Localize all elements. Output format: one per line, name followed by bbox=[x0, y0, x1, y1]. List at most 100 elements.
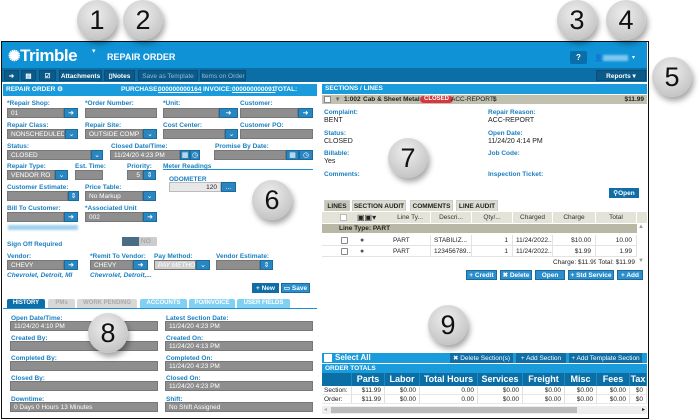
calendar-icon[interactable]: ▦ bbox=[180, 150, 190, 160]
price-table-select[interactable]: No Markup bbox=[85, 191, 143, 201]
clock-icon[interactable]: ◷ bbox=[190, 150, 200, 160]
section-checkbox[interactable] bbox=[324, 96, 331, 103]
std-service-button[interactable]: + Std Service bbox=[568, 270, 614, 280]
stepper-icon[interactable]: ⇕ bbox=[260, 260, 273, 270]
delete-sections-button[interactable]: ✖ Delete Section(s) bbox=[450, 353, 513, 363]
calendar-icon[interactable]: ▦ bbox=[286, 150, 299, 160]
items-on-order-button[interactable]: Items on Order bbox=[200, 70, 246, 81]
tab-lines[interactable]: LINES bbox=[324, 200, 350, 211]
add-line-button[interactable]: + Add bbox=[617, 270, 643, 280]
row-checkbox[interactable] bbox=[341, 248, 348, 255]
promise-date-input[interactable] bbox=[214, 150, 286, 160]
open-section-button[interactable]: ⚲Open bbox=[609, 188, 639, 198]
table-row[interactable] bbox=[322, 235, 637, 246]
new-button[interactable]: + New bbox=[252, 283, 279, 293]
tab-pms[interactable]: PMs bbox=[48, 299, 75, 308]
odometer-input[interactable]: 120 bbox=[169, 182, 221, 192]
chevron-down-icon[interactable]: ⌄ bbox=[225, 129, 238, 139]
save-as-template-button[interactable]: Save as Template bbox=[138, 70, 198, 81]
clock-icon[interactable]: ◷ bbox=[299, 150, 313, 160]
column-header[interactable]: Total bbox=[596, 212, 637, 223]
remit-vendor-input[interactable]: CHEVY bbox=[90, 260, 133, 270]
back-icon[interactable]: ➜ bbox=[4, 70, 19, 81]
cost-center-select[interactable] bbox=[163, 129, 225, 139]
open-line-button[interactable]: Open bbox=[535, 270, 565, 280]
column-header[interactable]: Charge bbox=[553, 212, 596, 223]
add-section-button[interactable]: + Add Section bbox=[516, 353, 566, 363]
horizontal-scrollbar[interactable]: ▸ ◂ bbox=[322, 406, 647, 414]
tab-comments[interactable]: COMMENTS bbox=[410, 200, 453, 211]
scroll-down-icon[interactable]: ▼ bbox=[638, 258, 644, 264]
customer-po-input[interactable] bbox=[240, 129, 313, 139]
vendor-lookup-icon[interactable]: ➜ bbox=[64, 260, 78, 270]
unit-input[interactable] bbox=[163, 108, 219, 118]
order-number-input[interactable] bbox=[85, 108, 157, 118]
chevron-down-icon[interactable]: ⌄ bbox=[65, 129, 78, 139]
unit-lookup-icon[interactable]: ➜ bbox=[219, 108, 238, 118]
repair-site-select[interactable]: OUTSIDE COMP bbox=[85, 129, 143, 139]
customer-estimate-select[interactable] bbox=[7, 191, 68, 201]
chevron-down-icon[interactable]: ⌄ bbox=[196, 260, 210, 270]
print-icon[interactable]: ▤ bbox=[21, 70, 36, 81]
chevron-down-icon[interactable]: ⌄ bbox=[55, 170, 68, 180]
column-header[interactable]: Line Ty... bbox=[390, 212, 431, 223]
chevron-down-icon[interactable]: ⌄ bbox=[143, 191, 156, 201]
section-row[interactable]: ▾ 1:002 Cab & Sheet Metal CLOSED ACC-REP… bbox=[322, 95, 647, 104]
user-menu-caret-icon[interactable]: ▾ bbox=[632, 55, 636, 61]
vendor-estimate-select[interactable] bbox=[216, 260, 260, 270]
status-select[interactable]: CLOSED bbox=[7, 150, 91, 160]
tab-history[interactable]: HISTORY bbox=[7, 299, 45, 308]
customer-lookup-icon[interactable]: ➜ bbox=[298, 108, 313, 118]
scrollbar-thumb[interactable] bbox=[331, 407, 577, 413]
invoice-link[interactable]: 000000000091 bbox=[232, 86, 276, 93]
pay-method-select[interactable]: PAY METHOD bbox=[154, 260, 196, 270]
tab-section-audit[interactable]: SECTION AUDIT bbox=[352, 200, 406, 211]
stepper-icon[interactable]: ⇕ bbox=[68, 191, 79, 201]
credit-button[interactable]: + Credit bbox=[466, 270, 497, 280]
sign-off-toggle[interactable]: NO bbox=[122, 237, 157, 246]
closed-date-input[interactable]: 11/24/20 4:23 PM bbox=[110, 150, 180, 160]
bill-to-lookup-icon[interactable]: ➜ bbox=[64, 212, 78, 222]
odometer-more-button[interactable]: ... bbox=[221, 182, 236, 192]
vendor-input[interactable]: CHEVY bbox=[7, 260, 64, 270]
chevron-down-icon[interactable]: ⌄ bbox=[91, 150, 103, 160]
repair-type-select[interactable]: VENDOR RO bbox=[7, 170, 55, 180]
chevron-down-icon[interactable]: ⌄ bbox=[143, 129, 157, 139]
tab-accounts[interactable]: ACCOUNTS bbox=[140, 299, 187, 308]
scroll-left-icon[interactable]: ◂ bbox=[324, 407, 328, 413]
select-all-checkbox[interactable] bbox=[324, 354, 332, 362]
repair-shop-input[interactable]: 01 bbox=[7, 108, 64, 118]
table-row[interactable] bbox=[322, 246, 637, 257]
checklist-icon[interactable]: ☑ bbox=[39, 70, 56, 81]
add-template-section-button[interactable]: + Add Template Section bbox=[569, 353, 642, 363]
column-header[interactable]: Descri... bbox=[431, 212, 472, 223]
reports-button[interactable]: Reports ▾ bbox=[596, 70, 646, 81]
help-button[interactable]: ? bbox=[570, 51, 587, 64]
delete-line-button[interactable]: ✖ Delete bbox=[500, 270, 532, 280]
tab-user-fields[interactable]: USER FIELDS bbox=[237, 299, 290, 308]
repair-class-select[interactable]: NONSCHEDULED bbox=[7, 129, 65, 139]
select-all-lines-checkbox[interactable] bbox=[340, 214, 347, 221]
est-time-input[interactable] bbox=[75, 170, 103, 180]
scroll-up-icon[interactable]: ▲ bbox=[638, 224, 644, 230]
app-menu-caret-icon[interactable]: ▾ bbox=[92, 48, 96, 55]
bill-to-input[interactable] bbox=[7, 212, 64, 222]
save-button[interactable]: ▭ Save bbox=[281, 283, 310, 293]
columns-icon[interactable]: ▣▣▾ bbox=[357, 213, 377, 222]
remit-vendor-lookup-icon[interactable]: ➜ bbox=[133, 260, 148, 270]
purchase-link[interactable]: 000000000164 bbox=[158, 86, 202, 93]
tab-work-pending[interactable]: WORK PENDING bbox=[77, 299, 137, 308]
associated-unit-lookup-icon[interactable]: ➜ bbox=[143, 212, 157, 222]
stepper-icon[interactable]: ⇕ bbox=[143, 170, 156, 180]
row-checkbox[interactable] bbox=[341, 237, 348, 244]
priority-input[interactable]: 5 bbox=[127, 170, 143, 180]
repair-shop-lookup-icon[interactable]: ➜ bbox=[64, 108, 78, 118]
column-header[interactable]: Charged bbox=[513, 212, 553, 223]
attachments-button[interactable]: Attachments bbox=[59, 70, 102, 81]
associated-unit-input[interactable]: 002 bbox=[85, 212, 143, 222]
column-header[interactable]: Qty/... bbox=[472, 212, 513, 223]
trimble-logo[interactable]: ✺Trimble bbox=[8, 46, 78, 65]
notes-button[interactable]: ▯Notes bbox=[104, 70, 135, 81]
customer-input[interactable] bbox=[240, 108, 298, 118]
tab-po-invoice[interactable]: PO/INVOICE bbox=[189, 299, 235, 308]
